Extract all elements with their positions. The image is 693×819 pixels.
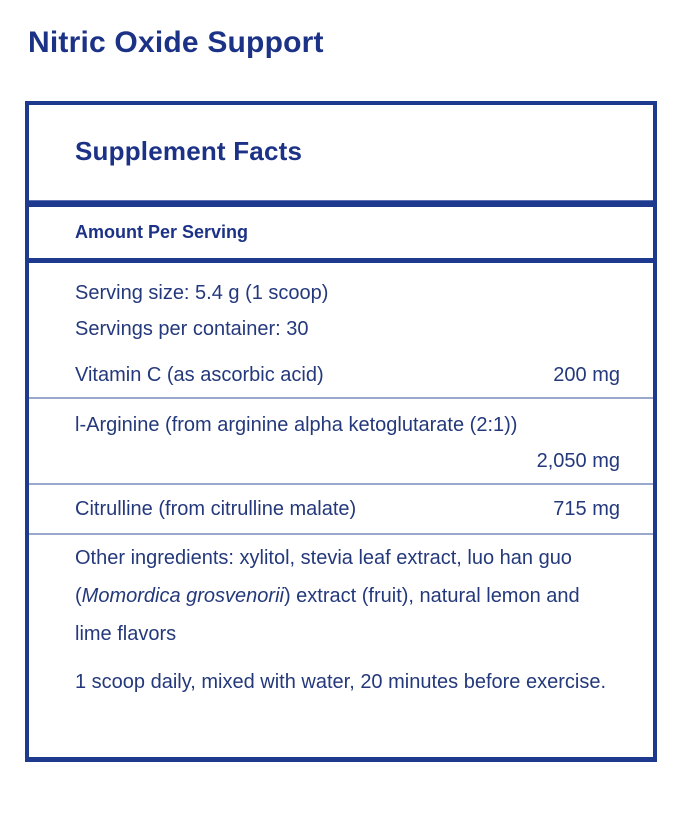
nutrient-name: Vitamin C (as ascorbic acid) — [75, 364, 324, 386]
supplement-facts-heading: Supplement Facts — [75, 136, 303, 166]
divider-thick — [29, 200, 653, 207]
nutrient-amount: 200 mg — [553, 364, 620, 386]
supplement-facts-panel: Supplement Facts Amount Per Serving Serv… — [25, 101, 657, 762]
directions-text: 1 scoop daily, mixed with water, 20 minu… — [75, 671, 606, 693]
servings-per-container-text: Servings per container: 30 — [75, 318, 309, 340]
other-ingredients-after: ) extract (fruit), natural lemon and lim… — [75, 585, 580, 645]
divider-thin — [29, 483, 653, 485]
other-ingredients-text: Other ingredients: xylitol, stevia leaf … — [29, 535, 653, 653]
serving-size-text: Serving size: 5.4 g (1 scoop) — [75, 282, 329, 304]
page-title: Nitric Oxide Support — [28, 26, 324, 59]
other-ingredients-before: Other ingredients: xylitol, stevia leaf … — [75, 547, 572, 607]
serving-info-block: Serving size: 5.4 g (1 scoop) Servings p… — [29, 263, 653, 397]
nutrient-amount: 715 mg — [553, 498, 620, 520]
amount-per-serving-label: Amount Per Serving — [75, 222, 249, 242]
nutrient-row-citrulline: Citrulline (from citrulline malate) 715 … — [29, 485, 653, 533]
nutrient-amount: 2,050 mg — [536, 450, 620, 472]
nutrient-name: l-Arginine (from arginine alpha ketoglut… — [75, 414, 518, 436]
divider-thin — [29, 397, 653, 399]
other-ingredients-latin-name: Momordica grosvenorii — [81, 585, 284, 607]
nutrient-row-vitamin-c: Vitamin C (as ascorbic acid) 200 mg — [75, 357, 620, 393]
nutrient-row-l-arginine: l-Arginine (from arginine alpha ketoglut… — [29, 399, 653, 483]
nutrient-name: Citrulline (from citrulline malate) — [75, 498, 357, 520]
divider-medium — [29, 258, 653, 263]
divider-thin — [29, 533, 653, 535]
